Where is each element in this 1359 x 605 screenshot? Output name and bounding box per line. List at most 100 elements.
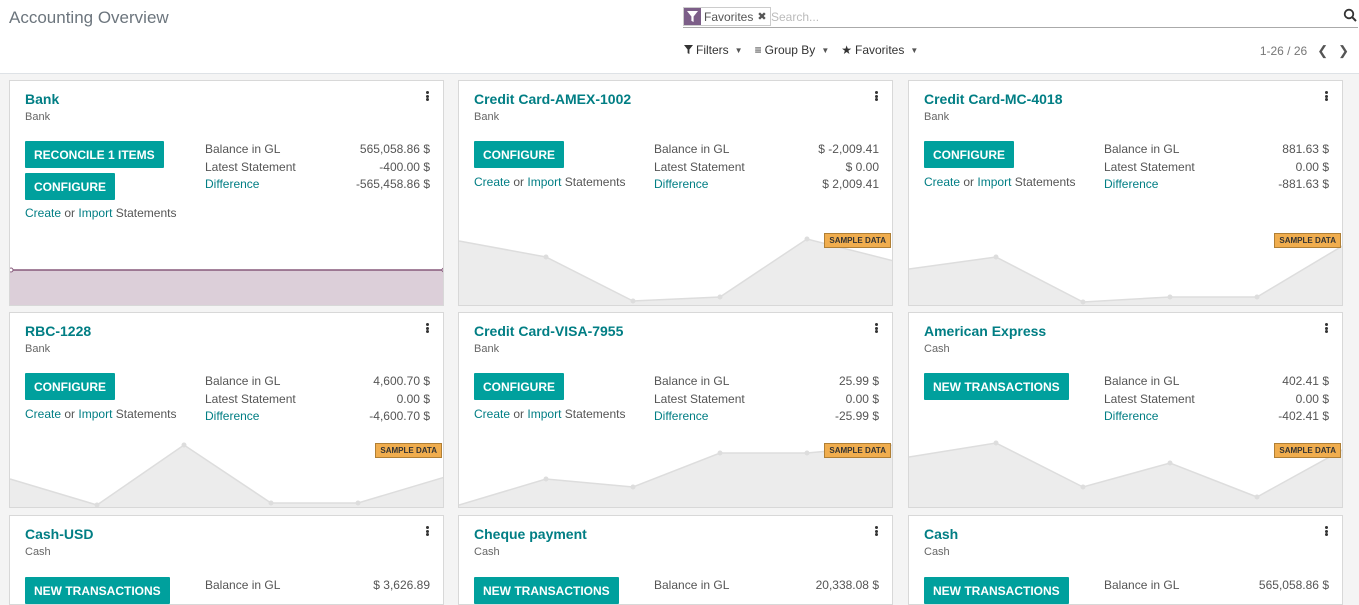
latest-statement-value: 0.00 $ bbox=[1295, 391, 1329, 406]
difference-link[interactable]: Difference bbox=[205, 177, 260, 191]
journal-title[interactable]: American Express bbox=[924, 323, 1047, 339]
journal-type: Cash bbox=[924, 343, 950, 355]
group-by-dropdown[interactable]: ≡ Group By ▼ bbox=[755, 43, 830, 57]
journal-title[interactable]: Bank bbox=[25, 91, 60, 107]
journal-card: American Express Cash NEW TRANSACTIONS B… bbox=[908, 312, 1343, 508]
difference-row: Difference -565,458.86 $ bbox=[205, 177, 430, 195]
chevron-right-icon[interactable]: ❯ bbox=[1338, 43, 1349, 58]
create-link[interactable]: Create bbox=[25, 407, 62, 421]
journal-type: Cash bbox=[474, 546, 500, 558]
difference-link[interactable]: Difference bbox=[1104, 409, 1159, 423]
journal-type: Bank bbox=[924, 111, 950, 123]
new-transactions-button[interactable]: NEW TRANSACTIONS bbox=[474, 577, 619, 604]
difference-link[interactable]: Difference bbox=[205, 409, 260, 423]
kebab-menu-icon[interactable] bbox=[424, 524, 430, 538]
journal-title[interactable]: Credit Card-MC-4018 bbox=[924, 91, 1063, 107]
create-link[interactable]: Create bbox=[25, 206, 62, 220]
create-link[interactable]: Create bbox=[474, 175, 511, 189]
journal-stats: Balance in GL 20,338.08 $ bbox=[654, 578, 879, 596]
new-transactions-button[interactable]: NEW TRANSACTIONS bbox=[25, 577, 170, 604]
balance-label: Balance in GL bbox=[205, 578, 281, 592]
import-link[interactable]: Import bbox=[78, 206, 113, 220]
difference-value: -402.41 $ bbox=[1278, 409, 1329, 423]
import-link[interactable]: Import bbox=[527, 407, 562, 421]
balance-value: 25.99 $ bbox=[838, 374, 879, 388]
kebab-menu-icon[interactable] bbox=[1323, 321, 1329, 335]
chevron-left-icon[interactable]: ❮ bbox=[1317, 43, 1329, 58]
balance-row: Balance in GL 402.41 $ bbox=[1104, 374, 1329, 392]
latest-statement-label: Latest Statement bbox=[205, 159, 296, 174]
page-title: Accounting Overview bbox=[9, 8, 169, 27]
create-link[interactable]: Create bbox=[474, 407, 511, 421]
latest-statement-label: Latest Statement bbox=[654, 159, 745, 174]
journal-type: Bank bbox=[474, 111, 500, 123]
journal-stats: Balance in GL 881.63 $ Latest Statement … bbox=[1104, 142, 1329, 195]
configure-button[interactable]: CONFIGURE bbox=[924, 141, 1014, 168]
filters-dropdown[interactable]: Filters ▼ bbox=[684, 43, 743, 57]
journal-type: Bank bbox=[474, 343, 500, 355]
journal-card: Cash Cash NEW TRANSACTIONS Balance in GL… bbox=[908, 515, 1343, 605]
difference-link[interactable]: Difference bbox=[1104, 177, 1159, 191]
balance-label: Balance in GL bbox=[1104, 578, 1180, 592]
statements-text: Statements bbox=[115, 206, 177, 220]
difference-link[interactable]: Difference bbox=[654, 409, 709, 423]
import-link[interactable]: Import bbox=[977, 175, 1012, 189]
difference-row: Difference -4,600.70 $ bbox=[205, 409, 430, 427]
search-icon[interactable] bbox=[1343, 8, 1357, 22]
kebab-menu-icon[interactable] bbox=[1323, 524, 1329, 538]
balance-value: 20,338.08 $ bbox=[815, 578, 879, 592]
latest-statement-row: Latest Statement $ 0.00 bbox=[654, 160, 879, 178]
balance-value: 881.63 $ bbox=[1282, 142, 1329, 156]
latest-statement-value: 0.00 $ bbox=[1295, 159, 1329, 174]
sample-graph bbox=[459, 236, 892, 305]
new-transactions-button[interactable]: NEW TRANSACTIONS bbox=[924, 373, 1069, 400]
kebab-menu-icon[interactable] bbox=[424, 89, 430, 103]
journal-card: Cheque payment Cash NEW TRANSACTIONS Bal… bbox=[458, 515, 893, 605]
journal-title[interactable]: Credit Card-VISA-7955 bbox=[474, 323, 624, 339]
statements-text: Statements bbox=[564, 407, 626, 421]
statements-text: Statements bbox=[1014, 175, 1076, 189]
search-input[interactable] bbox=[771, 8, 1311, 25]
configure-button[interactable]: CONFIGURE bbox=[474, 373, 564, 400]
latest-statement-row: Latest Statement 0.00 $ bbox=[654, 392, 879, 410]
kebab-menu-icon[interactable] bbox=[873, 524, 879, 538]
journal-title[interactable]: Cheque payment bbox=[474, 526, 587, 542]
facet-close-icon[interactable]: ✖ bbox=[757, 11, 767, 23]
reconcile-items-button[interactable]: RECONCILE 1 ITEMS bbox=[25, 141, 164, 168]
journal-title[interactable]: RBC-1228 bbox=[25, 323, 92, 339]
sample-data-badge: SAMPLE DATA bbox=[1274, 233, 1341, 248]
kebab-menu-icon[interactable] bbox=[873, 89, 879, 103]
journal-title[interactable]: Cash-USD bbox=[25, 526, 94, 542]
difference-link[interactable]: Difference bbox=[654, 177, 709, 191]
caret-down-icon: ▼ bbox=[910, 45, 919, 55]
journal-title[interactable]: Credit Card-AMEX-1002 bbox=[474, 91, 632, 107]
import-link[interactable]: Import bbox=[527, 175, 562, 189]
sample-graph bbox=[909, 440, 1342, 507]
difference-value: -25.99 $ bbox=[834, 409, 879, 423]
create-import-statements: Create or Import Statements bbox=[25, 407, 176, 421]
create-import-statements: Create or Import Statements bbox=[25, 206, 176, 220]
import-link[interactable]: Import bbox=[78, 407, 113, 421]
search-facet-favorites[interactable]: Favorites ✖ bbox=[683, 7, 771, 26]
journal-card: Credit Card-AMEX-1002 Bank CONFIGURE Cre… bbox=[458, 80, 893, 306]
configure-button[interactable]: CONFIGURE bbox=[25, 173, 115, 200]
latest-statement-value: 0.00 $ bbox=[845, 391, 879, 406]
journal-title[interactable]: Cash bbox=[924, 526, 959, 542]
filter-icon bbox=[684, 8, 701, 25]
kebab-menu-icon[interactable] bbox=[424, 321, 430, 335]
control-panel: Accounting Overview Favorites ✖ Filters … bbox=[0, 0, 1359, 74]
search-bar: Favorites ✖ bbox=[683, 6, 1358, 28]
new-transactions-button[interactable]: NEW TRANSACTIONS bbox=[924, 577, 1069, 604]
kebab-menu-icon[interactable] bbox=[873, 321, 879, 335]
pager-value[interactable]: 1-26 / 26 bbox=[1259, 44, 1308, 58]
configure-button[interactable]: CONFIGURE bbox=[474, 141, 564, 168]
balance-row: Balance in GL 881.63 $ bbox=[1104, 142, 1329, 160]
balance-row: Balance in GL $ -2,009.41 bbox=[654, 142, 879, 160]
favorites-dropdown[interactable]: ★ Favorites ▼ bbox=[841, 43, 918, 57]
journal-stats: Balance in GL 565,058.86 $ Latest Statem… bbox=[205, 142, 430, 195]
sample-data-badge: SAMPLE DATA bbox=[375, 443, 442, 458]
configure-button[interactable]: CONFIGURE bbox=[25, 373, 115, 400]
kebab-menu-icon[interactable] bbox=[1323, 89, 1329, 103]
create-link[interactable]: Create bbox=[924, 175, 961, 189]
latest-statement-row: Latest Statement 0.00 $ bbox=[205, 392, 430, 410]
